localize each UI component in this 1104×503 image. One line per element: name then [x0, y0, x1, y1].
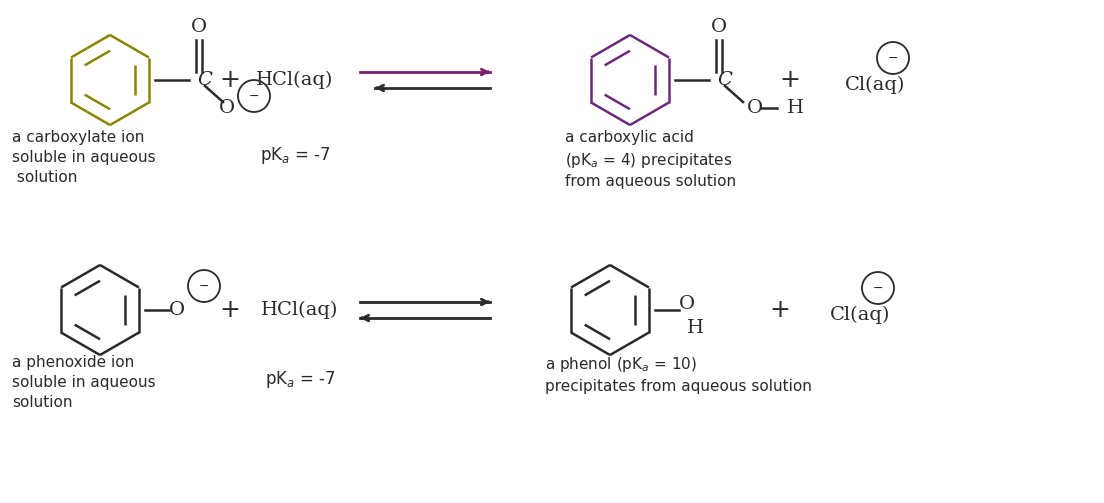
Text: O: O	[191, 18, 208, 36]
Text: −: −	[873, 282, 883, 294]
Text: O: O	[219, 99, 235, 117]
Text: Cl(aq): Cl(aq)	[830, 306, 890, 324]
Text: a carboxylic acid
(pK$_a$ = 4) precipitates
from aqueous solution: a carboxylic acid (pK$_a$ = 4) precipita…	[565, 130, 736, 190]
Text: O: O	[747, 99, 763, 117]
Text: Cl(aq): Cl(aq)	[845, 76, 905, 94]
Text: a phenoxide ion
soluble in aqueous
solution: a phenoxide ion soluble in aqueous solut…	[12, 355, 156, 409]
Text: HCl(aq): HCl(aq)	[256, 71, 333, 89]
Text: a carboxylate ion
soluble in aqueous
 solution: a carboxylate ion soluble in aqueous sol…	[12, 130, 156, 185]
Text: +: +	[779, 68, 800, 92]
Text: O: O	[169, 301, 185, 319]
Text: +: +	[769, 298, 790, 322]
Text: C: C	[716, 71, 732, 89]
Text: HCl(aq): HCl(aq)	[262, 301, 339, 319]
Text: −: −	[248, 90, 259, 103]
Text: +: +	[220, 68, 241, 92]
Text: +: +	[220, 298, 241, 322]
Text: O: O	[679, 295, 696, 313]
Text: H: H	[787, 99, 804, 117]
Text: pK$_a$ = -7: pK$_a$ = -7	[265, 370, 336, 390]
Text: −: −	[199, 280, 210, 293]
Text: H: H	[687, 319, 703, 337]
Text: pK$_a$ = -7: pK$_a$ = -7	[259, 144, 330, 165]
Text: a phenol (pK$_a$ = 10)
precipitates from aqueous solution: a phenol (pK$_a$ = 10) precipitates from…	[545, 355, 811, 394]
Text: O: O	[711, 18, 728, 36]
Text: C: C	[197, 71, 212, 89]
Text: −: −	[888, 51, 899, 64]
